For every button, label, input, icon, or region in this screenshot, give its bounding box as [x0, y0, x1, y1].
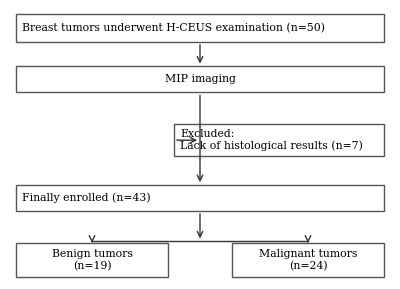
- Text: Finally enrolled (n=43): Finally enrolled (n=43): [22, 193, 151, 203]
- Text: Breast tumors underwent H-CEUS examination (n=50): Breast tumors underwent H-CEUS examinati…: [22, 23, 325, 33]
- FancyBboxPatch shape: [16, 66, 384, 92]
- Text: Malignant tumors
(n=24): Malignant tumors (n=24): [259, 249, 357, 271]
- FancyBboxPatch shape: [16, 14, 384, 42]
- FancyBboxPatch shape: [232, 243, 384, 277]
- FancyBboxPatch shape: [16, 185, 384, 211]
- Text: MIP imaging: MIP imaging: [164, 75, 236, 84]
- FancyBboxPatch shape: [16, 243, 168, 277]
- Text: Benign tumors
(n=19): Benign tumors (n=19): [52, 249, 132, 271]
- FancyBboxPatch shape: [174, 124, 384, 156]
- Text: Excluded:
Lack of histological results (n=7): Excluded: Lack of histological results (…: [180, 129, 363, 151]
